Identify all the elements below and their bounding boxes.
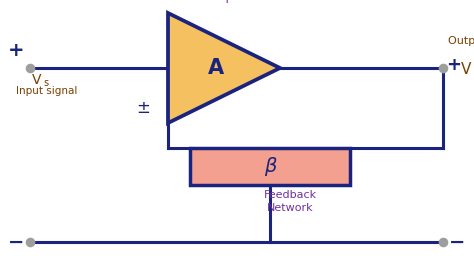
Text: Feedback: Feedback	[264, 190, 317, 200]
Point	[439, 240, 447, 244]
Text: −: −	[449, 233, 465, 251]
Text: ±: ±	[136, 99, 150, 117]
Text: s: s	[43, 78, 48, 88]
Text: −: −	[8, 233, 24, 251]
Text: +: +	[446, 56, 461, 74]
Polygon shape	[168, 13, 280, 123]
Text: A: A	[208, 58, 224, 78]
Text: Amplifier: Amplifier	[207, 0, 261, 3]
Point	[26, 66, 34, 70]
Text: V: V	[32, 73, 42, 87]
Text: V: V	[461, 62, 471, 77]
Point	[26, 240, 34, 244]
Text: Input signal: Input signal	[16, 86, 77, 96]
Text: Output signal: Output signal	[448, 36, 474, 46]
Point	[439, 66, 447, 70]
Text: +: +	[8, 41, 24, 60]
Text: Network: Network	[267, 203, 313, 213]
Bar	[190, 148, 350, 185]
Text: β: β	[264, 157, 276, 176]
